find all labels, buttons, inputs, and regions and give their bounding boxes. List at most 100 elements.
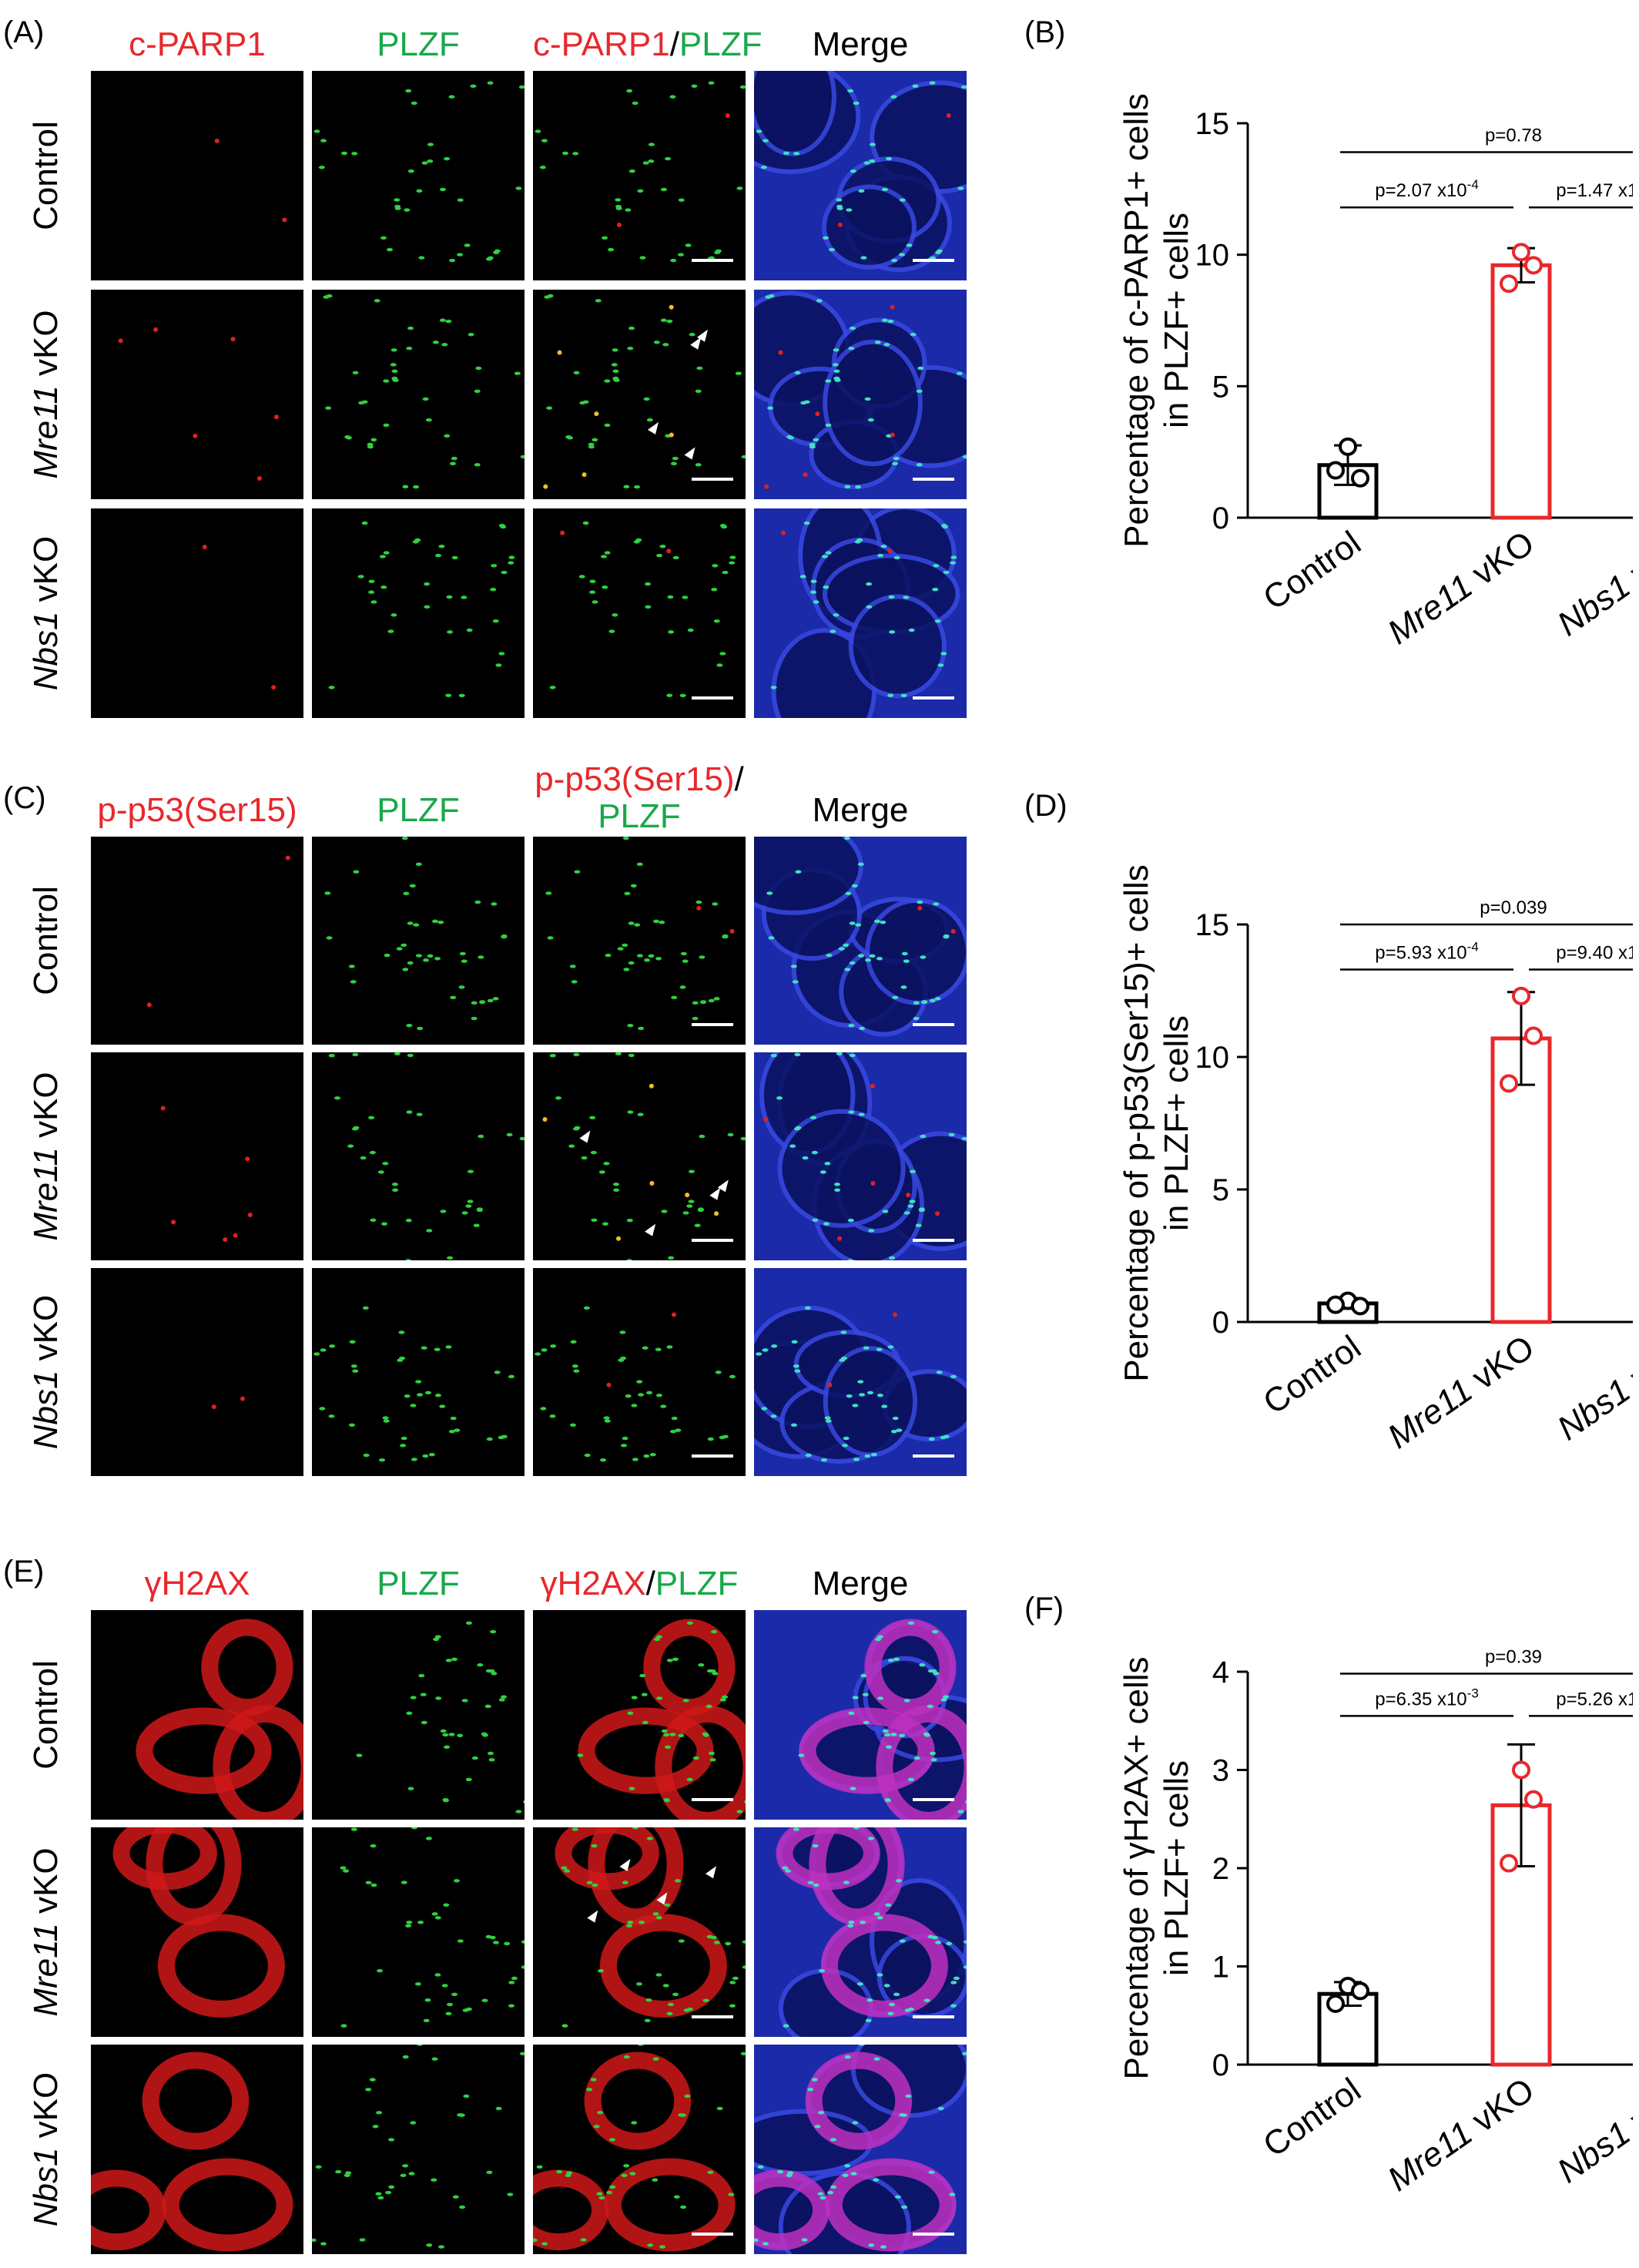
green-cell (887, 2011, 894, 2016)
category-label-plain: Control (1256, 2071, 1367, 2164)
p-value-text: p=0.39 (1485, 1647, 1542, 1668)
green-cell (417, 1393, 424, 1397)
red-cell (233, 1233, 238, 1238)
green-cell (950, 555, 957, 559)
green-cell (688, 1199, 695, 1203)
green-cell (492, 1941, 499, 1944)
green-cell (350, 1827, 357, 1831)
green-cell (514, 371, 521, 375)
green-cell (675, 1428, 682, 1432)
green-cell (586, 1880, 593, 1885)
green-cell (572, 152, 579, 156)
micrograph (91, 1610, 303, 1820)
row-label: Control (27, 837, 65, 1045)
green-cell (568, 1144, 575, 1148)
green-cell (680, 2205, 687, 2209)
green-cell (741, 455, 746, 459)
green-cell (580, 2238, 587, 2242)
green-cell (905, 2094, 912, 2099)
green-cell (404, 208, 411, 212)
p-value-text: p=5.26 x10 (1556, 1689, 1633, 1709)
green-cell (407, 921, 414, 925)
micrograph-svg (754, 71, 967, 280)
green-cell (713, 1941, 720, 1944)
green-cell (679, 2113, 686, 2117)
scale-bar (913, 1023, 954, 1026)
green-cell (807, 2088, 814, 2092)
green-cell (603, 1162, 610, 1166)
micrograph (533, 2045, 746, 2254)
green-cell (407, 961, 414, 965)
green-cell (716, 663, 723, 667)
green-cell (863, 161, 870, 165)
green-cell (501, 570, 508, 575)
row-label: Nbs1 vKO (27, 508, 65, 718)
green-cell (907, 1777, 914, 1782)
green-cell (736, 186, 743, 190)
green-cell (917, 366, 924, 371)
green-cell (312, 2238, 317, 2243)
green-cell (627, 347, 634, 351)
green-cell (398, 1330, 405, 1334)
row-label-italic: Mre11 (27, 1147, 65, 1241)
p-value-label: p=5.93 x10-4 (1375, 939, 1479, 963)
green-cell (739, 85, 746, 89)
green-cell (763, 2242, 769, 2246)
red-cell (543, 484, 548, 489)
green-cell (352, 1052, 359, 1057)
green-cell (937, 2106, 944, 2111)
green-cell (634, 923, 641, 927)
green-cell (662, 343, 669, 347)
green-cell (770, 1414, 777, 1418)
green-cell (384, 953, 390, 958)
green-cell (320, 139, 327, 143)
green-cell (402, 968, 409, 971)
green-cell (383, 1419, 390, 1423)
y-axis-label: Percentage of γH2AX+ cells (1118, 1656, 1155, 2079)
green-cell (702, 1733, 709, 1737)
arrowhead-marker (656, 1892, 668, 1905)
green-cell (663, 1733, 670, 1737)
green-cell (918, 1207, 925, 1211)
green-cell (836, 204, 843, 209)
green-cell (593, 2125, 600, 2129)
green-cell (600, 555, 607, 559)
green-cell (388, 2185, 395, 2189)
green-cell (345, 2171, 352, 2175)
green-cell (465, 1621, 472, 1626)
green-cell (708, 998, 715, 1003)
green-cell (439, 318, 446, 322)
green-cell (740, 2052, 746, 2055)
green-cell (465, 2007, 472, 2011)
green-cell (853, 101, 860, 106)
green-cell (713, 619, 720, 623)
green-cell (487, 256, 494, 260)
green-cell (863, 1346, 870, 1350)
green-cell (893, 1657, 900, 1661)
red-cell (696, 905, 702, 911)
green-cell (450, 1416, 457, 1421)
green-cell (884, 1733, 891, 1737)
green-cell (603, 1416, 610, 1420)
green-cell (356, 1753, 363, 1757)
green-cell (613, 1188, 620, 1192)
green-cell (933, 1672, 940, 1676)
micrograph (312, 508, 525, 718)
green-cell (708, 1751, 715, 1756)
red-ring (112, 1827, 217, 1891)
green-cell (948, 1132, 955, 1137)
green-cell (453, 1879, 460, 1883)
green-cell (682, 596, 689, 599)
green-cell (929, 1751, 936, 1756)
column-header-part: Merge (812, 791, 909, 829)
green-cell (669, 1430, 676, 1434)
column-header-part: p-p53(Ser15) (535, 760, 735, 798)
green-cell (359, 2238, 366, 2242)
green-cell (459, 2205, 466, 2209)
green-cell (573, 371, 580, 375)
column-header-line: PLZF (312, 1565, 525, 1602)
green-cell (889, 1256, 896, 1260)
micrograph (312, 71, 525, 280)
green-cell (823, 585, 830, 589)
green-cell (440, 1209, 447, 1213)
